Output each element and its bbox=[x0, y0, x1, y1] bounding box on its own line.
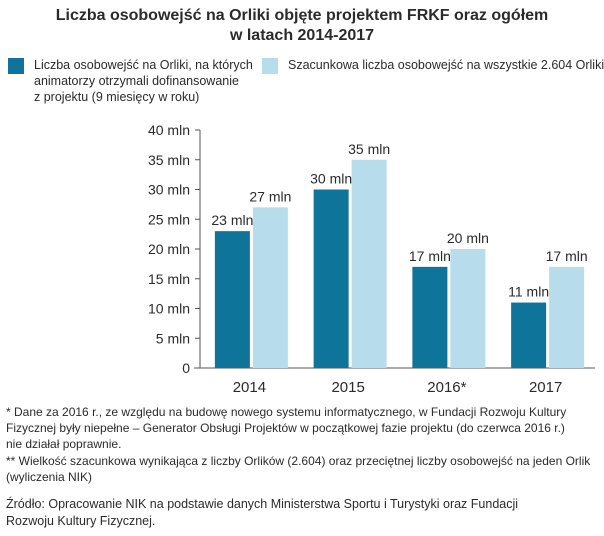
y-tick-label: 5 mln bbox=[156, 330, 190, 346]
data-label: 30 mln bbox=[310, 171, 352, 187]
y-tick-label: 20 mln bbox=[148, 241, 190, 257]
y-tick-label: 25 mln bbox=[148, 211, 190, 227]
legend-label-series-1-line-2: animatorzy otrzymali dofinansowanie bbox=[34, 74, 239, 88]
bar-2017-series-1 bbox=[511, 302, 547, 368]
footnote-2-line-1: ** Wielkość szacunkowa wynikająca z licz… bbox=[6, 454, 591, 468]
bar-2015-series-1 bbox=[313, 189, 349, 368]
chart-title-line-2: w latach 2014-2017 bbox=[229, 27, 375, 44]
x-tick-label: 2015 bbox=[331, 379, 364, 396]
legend-label-series-1: Liczba osobowejść na Orliki, na których … bbox=[34, 57, 253, 105]
data-label: 11 mln bbox=[508, 284, 549, 300]
data-label: 35 mln bbox=[348, 141, 390, 157]
legend-swatch-series-2 bbox=[262, 58, 278, 74]
legend-item-series-2: Szacunkowa liczba osobowejść na wszystki… bbox=[262, 57, 604, 74]
data-label: 17 mln bbox=[409, 248, 451, 264]
y-tick-label: 35 mln bbox=[148, 152, 190, 168]
x-tick-label: 2014 bbox=[233, 379, 266, 396]
y-tick-label: 15 mln bbox=[148, 271, 190, 287]
legend-item-series-1: Liczba osobowejść na Orliki, na których … bbox=[8, 57, 253, 105]
source-note: Źródło: Opracowanie NIK na podstawie dan… bbox=[6, 496, 598, 530]
data-label: 17 mln bbox=[546, 248, 588, 264]
y-tick-label: 0 bbox=[182, 360, 190, 376]
bar-2014-series-2 bbox=[252, 207, 288, 368]
footnote-1-line-2: Fizycznej były niepełne – Generator Obsł… bbox=[6, 421, 565, 435]
y-tick-label: 40 mln bbox=[148, 122, 190, 138]
legend-swatch-series-1 bbox=[8, 58, 24, 74]
data-label: 27 mln bbox=[249, 188, 291, 204]
chart-title-line-1: Liczba osobowejść na Orliki objęte proje… bbox=[55, 7, 549, 24]
legend-label-series-2: Szacunkowa liczba osobowejść na wszystki… bbox=[288, 57, 604, 73]
legend-label-series-1-line-3: z projektu (9 miesięcy w roku) bbox=[34, 90, 200, 104]
data-label: 23 mln bbox=[211, 212, 253, 228]
source-note-line-1: Źródło: Opracowanie NIK na podstawie dan… bbox=[6, 497, 519, 511]
chart-title: Liczba osobowejść na Orliki objęte proje… bbox=[0, 6, 604, 46]
legend-label-series-1-line-1: Liczba osobowejść na Orliki, na których bbox=[34, 58, 253, 72]
x-tick-label: 2016* bbox=[427, 379, 466, 396]
bar-chart: 0 5 mln 10 mln 15 mln 20 mln 25 mln 30 mln 35 m… bbox=[148, 122, 595, 396]
data-label: 20 mln bbox=[447, 230, 489, 246]
bar-2015-series-2 bbox=[351, 159, 387, 368]
footnote-2-line-2: (wyliczenia NIK) bbox=[6, 470, 93, 484]
footnote-1-line-1: * Dane za 2016 r., ze względu na budowę … bbox=[6, 405, 567, 419]
y-tick-label: 10 mln bbox=[148, 301, 190, 317]
bar-2016*-series-2 bbox=[450, 249, 486, 368]
footnote-2: ** Wielkość szacunkowa wynikająca z licz… bbox=[6, 453, 598, 485]
footnotes: * Dane za 2016 r., ze względu na budowę … bbox=[6, 404, 598, 486]
x-tick-label: 2017 bbox=[529, 379, 562, 396]
legend-label-series-2-line-1: Szacunkowa liczba osobowejść na wszystki… bbox=[288, 58, 604, 72]
bar-2017-series-2 bbox=[549, 266, 585, 368]
bar-2016*-series-1 bbox=[412, 266, 448, 368]
footnote-1: * Dane za 2016 r., ze względu na budowę … bbox=[6, 404, 598, 452]
bar-2014-series-1 bbox=[214, 231, 250, 368]
source-note-line-2: Rozwoju Kultury Fizycznej. bbox=[6, 514, 156, 528]
y-tick-label: 30 mln bbox=[148, 182, 190, 198]
footnote-1-line-3: nie działał poprawnie. bbox=[6, 437, 122, 451]
